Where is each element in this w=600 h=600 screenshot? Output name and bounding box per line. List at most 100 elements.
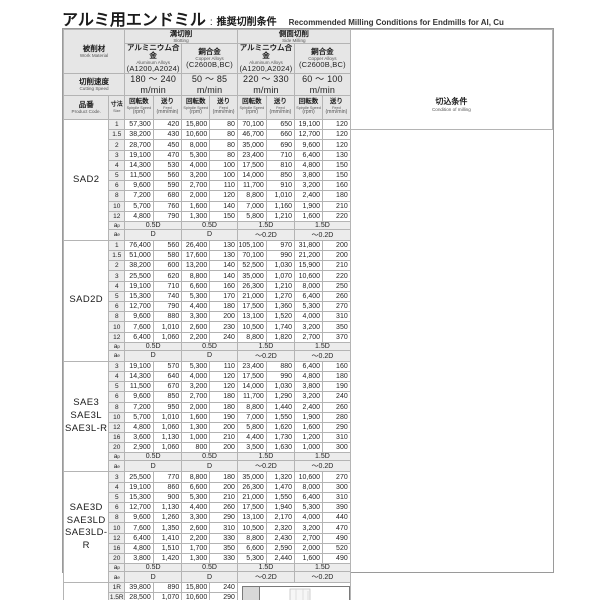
data-cell: 3,600: [124, 432, 154, 444]
data-cell: 3,800: [124, 552, 154, 565]
data-cell: 15,300: [124, 290, 154, 303]
table-row: 20 3,800 1,420 1,300 330 5,300 2,440 1,600 490: [64, 552, 553, 565]
data-cell: 280: [322, 411, 351, 423]
data-cell: 1,030: [265, 381, 296, 393]
data-cell: 200: [322, 250, 351, 262]
size-cell: 5: [108, 491, 126, 504]
data-cell: 110: [209, 360, 238, 372]
data-cell: 180: [322, 190, 351, 202]
product-code-SAD2D: SAD2D: [62, 239, 110, 362]
size-cell: 12: [108, 210, 126, 222]
data-cell: 11,700: [236, 391, 267, 403]
data-cell: 5,300: [294, 502, 324, 514]
data-cell: 140: [209, 270, 238, 282]
table-row: 6 12,700 790 4,400 180 17,500 1,360 5,300 270: [64, 301, 553, 313]
table-row: SAD2D 1 76,400 560 26,400 130 105,100 970 31,800…: [62, 239, 553, 362]
product-code-header: 品番 Product Code.: [62, 95, 110, 121]
data-cell: 160: [322, 180, 351, 192]
data-cell: 12,700: [124, 502, 154, 514]
data-cell: 1,000: [294, 442, 324, 454]
data-cell: 9,600: [124, 180, 154, 192]
data-cell: 1,440: [265, 401, 296, 413]
ap-value: 0.5D: [181, 341, 238, 351]
data-cell: 1,320: [265, 471, 296, 483]
data-cell: 80: [209, 139, 238, 151]
data-cell: 1,130: [152, 502, 183, 514]
data-cell: 8,800: [236, 532, 267, 544]
measure-header-3: 送り Feed (mm/min): [209, 95, 238, 121]
ae-value: D: [124, 228, 183, 241]
data-cell: 710: [152, 280, 183, 292]
data-cell: 2,600: [181, 321, 211, 333]
data-cell: 590: [152, 180, 183, 192]
data-cell: 220: [322, 210, 351, 222]
size-cell: 6: [108, 502, 126, 514]
data-cell: 560: [152, 239, 183, 252]
table-row: 10 5,700 760 1,600 140 7,000 1,160 1,900 210: [64, 200, 553, 212]
data-cell: 2,700: [294, 532, 324, 544]
data-cell: 4,800: [124, 210, 154, 222]
ap-label: ap: [108, 341, 126, 351]
ap-value: 1.5D: [236, 452, 296, 462]
data-cell: 950: [152, 401, 183, 413]
data-cell: 350: [322, 321, 351, 333]
ap-value: 0.5D: [181, 452, 238, 462]
data-cell: 23,400: [236, 149, 267, 161]
ap-value: 0.5D: [124, 452, 183, 462]
data-cell: 5,800: [236, 210, 267, 222]
size-cell: 4: [108, 481, 126, 493]
data-cell: 3,500: [236, 442, 267, 454]
data-cell: 26,400: [181, 239, 211, 252]
data-cell: 7,600: [124, 522, 154, 534]
data-cell: 35,000: [236, 471, 267, 483]
data-cell: 570: [152, 360, 183, 372]
data-cell: 14,000: [236, 381, 267, 393]
data-cell: 310: [322, 432, 351, 444]
title-english: Recommended Milling Conditions for Endmi…: [288, 18, 504, 27]
table-row: 16 3,600 1,130 1,000 210 4,400 1,730 1,200 310: [64, 432, 553, 444]
ap-label: ap: [108, 452, 126, 462]
size-cell: 1: [108, 119, 126, 131]
data-cell: 1,300: [181, 421, 211, 434]
ae-value: D: [181, 349, 238, 362]
data-cell: 3,200: [181, 381, 211, 393]
data-cell: 7,200: [124, 401, 154, 413]
data-cell: 19,100: [124, 481, 154, 493]
cutting-speed-header: 切削速度 Cutting Speed: [62, 73, 126, 97]
data-cell: 2,700: [294, 331, 324, 343]
data-cell: 12,700: [124, 301, 154, 313]
data-cell: 1,070: [152, 592, 183, 600]
header-row-groups: 被削材 Work Material 溝切削 Slotting 側面切削 Side Mill…: [62, 28, 554, 131]
data-cell: 2,320: [265, 522, 296, 534]
data-cell: 200: [209, 442, 238, 454]
ball-milling-diagram-cell: ボール Ball Milling ap Pf: [236, 582, 351, 600]
data-cell: 210: [322, 260, 351, 272]
milling-conditions-table: 被削材 Work Material 溝切削 Slotting 側面切削 Side Mill…: [62, 28, 554, 600]
table-row: 8 9,600 1,260 3,300 290 13,100 2,170 4,000 440: [64, 512, 553, 524]
cutting-speed-value-3: 60 ～ 100 m/min: [294, 73, 351, 97]
data-cell: 2,600: [181, 522, 211, 534]
data-cell: 17,500: [236, 301, 267, 313]
data-cell: 180: [209, 301, 238, 313]
data-cell: 14,300: [124, 370, 154, 383]
data-cell: 680: [152, 190, 183, 202]
data-cell: 51,000: [124, 250, 154, 262]
data-cell: 35,000: [236, 139, 267, 151]
measure-header-1: 送り Feed (mm/min): [152, 95, 183, 121]
page-title: アルミ用エンドミル : 推奨切削条件 Recommended Milling C…: [62, 6, 504, 30]
data-cell: 5,700: [124, 200, 154, 212]
ae-value: D: [181, 460, 238, 473]
size-cell: 10: [108, 411, 126, 423]
product-code-SAD2: SAD2: [62, 119, 110, 241]
product-code-SAE3: SAE3 SAE3L SAE3L-R: [62, 360, 110, 473]
data-cell: 420: [152, 119, 183, 131]
data-cell: 660: [265, 129, 296, 141]
data-cell: 39,800: [124, 582, 154, 594]
data-cell: 3,800: [294, 381, 324, 393]
data-cell: 8,000: [294, 481, 324, 493]
size-cell: 1.5R: [108, 592, 126, 600]
condition-title-area: 切込条件 Condition of milling: [351, 31, 551, 129]
data-cell: 7,200: [124, 190, 154, 202]
data-cell: 1,360: [265, 301, 296, 313]
